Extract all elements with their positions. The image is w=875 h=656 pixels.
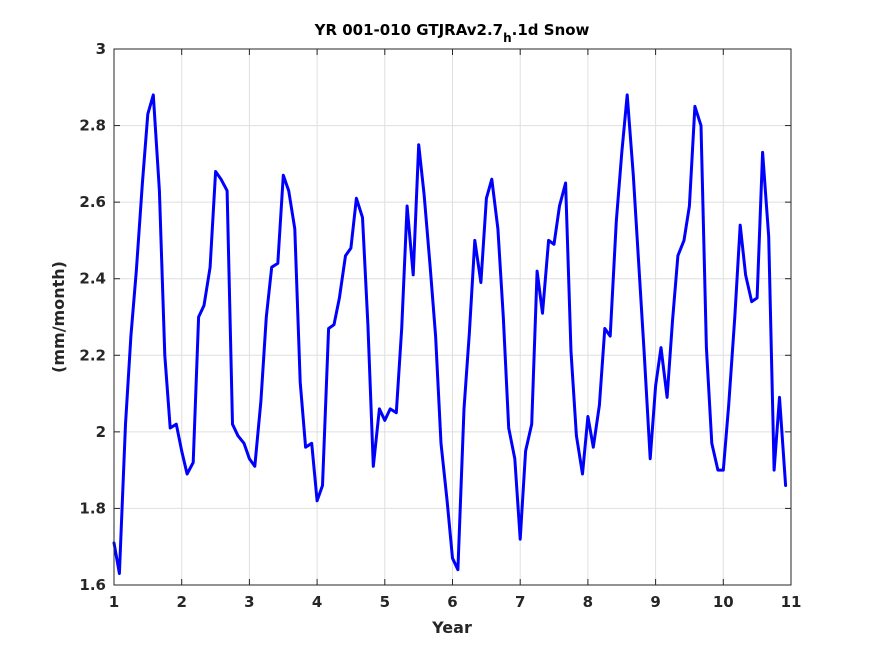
series-layer	[112, 93, 788, 575]
x-tick-label: 10	[713, 593, 734, 611]
tick-layer: 1 2 3 4 5 6 7 8 9 10 11 1.6 1.8 2 2.2 2.4 2.6 2.8 3	[79, 40, 801, 611]
title-main: YR 001-010 GTJRAv2.7	[314, 21, 504, 39]
y-tick-label: 2.6	[79, 193, 106, 211]
x-tick-label: 7	[515, 593, 525, 611]
x-axis-label: Year	[431, 618, 472, 637]
x-tick-label: 5	[380, 593, 390, 611]
x-tick-label: 1	[109, 593, 119, 611]
x-tick-label: 3	[244, 593, 254, 611]
x-tick-label: 4	[312, 593, 322, 611]
y-tick-label: 1.8	[79, 499, 106, 517]
y-axis-label: (mm/month)	[49, 261, 68, 373]
series-line-0	[112, 93, 788, 575]
y-tick-label: 2.2	[79, 346, 106, 364]
chart-title: YR 001-010 GTJRAv2.7h.1d Snow	[314, 21, 590, 45]
title-rest: .1d Snow	[512, 21, 590, 39]
x-tick-label: 6	[447, 593, 457, 611]
title-subscript: h	[503, 31, 512, 45]
x-tick-label: 9	[650, 593, 660, 611]
y-tick-label: 3	[96, 40, 106, 58]
y-tick-label: 2	[96, 423, 106, 441]
y-tick-label: 1.6	[79, 576, 106, 594]
y-tick-label: 2.4	[79, 270, 106, 288]
x-tick-label: 8	[583, 593, 593, 611]
y-tick-label: 2.8	[79, 117, 106, 135]
x-tick-label: 11	[781, 593, 802, 611]
x-tick-label: 2	[176, 593, 186, 611]
